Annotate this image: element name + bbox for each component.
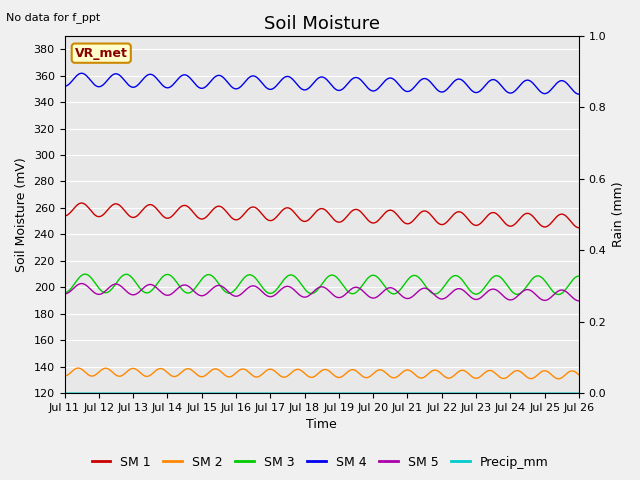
X-axis label: Time: Time: [307, 419, 337, 432]
Y-axis label: Soil Moisture (mV): Soil Moisture (mV): [15, 157, 28, 272]
Title: Soil Moisture: Soil Moisture: [264, 15, 380, 33]
Y-axis label: Rain (mm): Rain (mm): [612, 182, 625, 247]
Legend: SM 1, SM 2, SM 3, SM 4, SM 5, Precip_mm: SM 1, SM 2, SM 3, SM 4, SM 5, Precip_mm: [86, 451, 554, 474]
Text: No data for f_ppt: No data for f_ppt: [6, 12, 100, 23]
Text: VR_met: VR_met: [75, 47, 128, 60]
